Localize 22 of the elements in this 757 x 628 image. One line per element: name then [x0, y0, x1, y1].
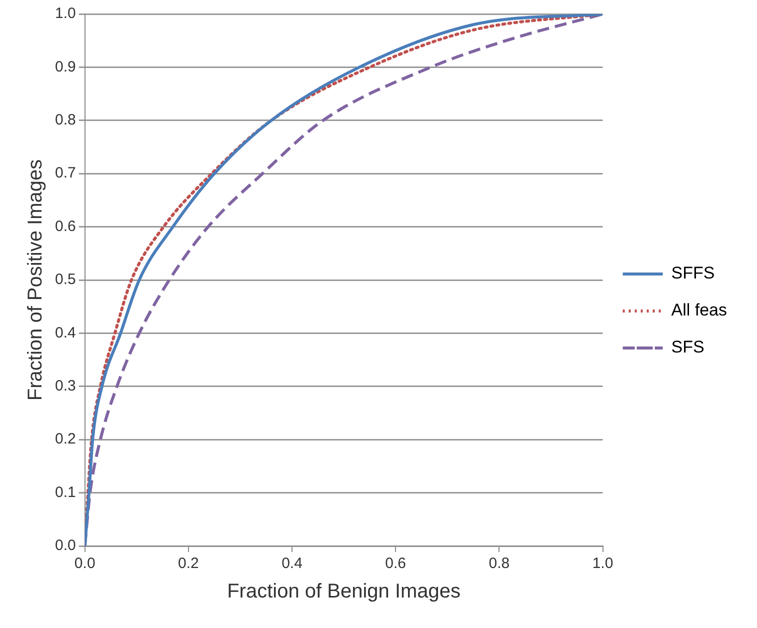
y-tick-label: 0.4 — [54, 324, 76, 342]
y-tick-label: 0.2 — [54, 430, 76, 448]
legend-label: All feas — [671, 300, 727, 320]
y-tick-label: 1.0 — [54, 5, 76, 22]
x-tick-label: 1.0 — [592, 555, 614, 572]
y-axis-title: Fraction of Positive Images — [24, 159, 47, 401]
y-tick-label: 0.5 — [54, 271, 76, 288]
y-tick-label: 0.9 — [54, 58, 76, 76]
x-tick-label: 0.2 — [178, 555, 199, 572]
y-tick-label: 0.3 — [54, 378, 76, 395]
x-tick-label: 0.4 — [282, 555, 302, 572]
x-tick-label: 0.6 — [385, 555, 406, 572]
legend-label: SFFS — [671, 264, 715, 283]
x-axis-title: Fraction of Benign Images — [227, 580, 461, 603]
y-tick-label: 0.1 — [54, 484, 76, 501]
y-tick-label: 0.7 — [54, 164, 76, 182]
x-tick-label: 0.8 — [488, 555, 510, 572]
y-tick-label: 0.0 — [54, 537, 76, 554]
y-tick-label: 0.6 — [54, 218, 76, 235]
legend-label: SFS — [671, 338, 704, 357]
x-tick-label: 0.0 — [74, 555, 96, 572]
y-tick-label: 0.8 — [54, 112, 76, 129]
